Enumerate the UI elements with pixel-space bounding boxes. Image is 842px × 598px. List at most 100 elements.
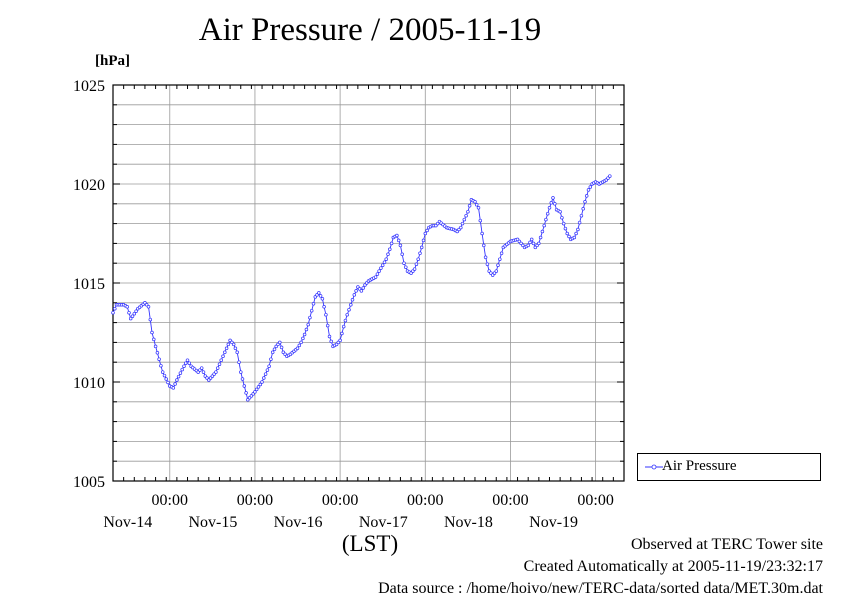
x-tick-label-day: Nov-15 [188, 514, 237, 531]
data-point [418, 251, 422, 256]
data-point [416, 257, 420, 261]
x-tick-label-time: 00:00 [407, 492, 443, 509]
data-point [263, 372, 268, 376]
footer-data-source: Data source : /home/hoivo/new/TERC-data/… [378, 580, 823, 597]
data-point [382, 260, 387, 264]
data-point [494, 269, 499, 273]
data-point [467, 204, 472, 208]
data-point [160, 370, 165, 374]
data-point [217, 362, 222, 366]
data-point [402, 261, 406, 265]
data-point [306, 322, 310, 327]
data-point [529, 237, 534, 242]
data-point [173, 382, 177, 386]
data-point [317, 291, 321, 295]
data-point [377, 269, 381, 273]
data-point [565, 231, 569, 236]
data-point [171, 386, 176, 390]
data-point [270, 350, 275, 355]
data-point [253, 390, 257, 394]
data-point [404, 265, 408, 269]
data-point [526, 243, 530, 248]
data-point [400, 252, 404, 257]
data-point [574, 231, 578, 236]
data-point [130, 314, 135, 318]
data-point [581, 207, 585, 211]
data-point [395, 233, 399, 238]
y-tick-labels: 1005 1010 1015 1020 1025 [73, 78, 105, 491]
data-point [459, 225, 463, 230]
data-point [588, 185, 593, 189]
data-point [187, 361, 192, 365]
data-point [201, 370, 206, 374]
data-point [311, 302, 316, 306]
grid-lines [113, 85, 624, 481]
data-point [586, 188, 591, 192]
data-point [239, 370, 243, 374]
data-point [295, 346, 300, 351]
x-axis-label: (LST) [341, 531, 399, 556]
legend: Air Pressure [637, 453, 821, 481]
data-point [183, 361, 188, 365]
data-point [386, 252, 390, 257]
data-point [235, 350, 239, 355]
data-point [265, 368, 270, 372]
y-tick-label: 1015 [73, 276, 105, 293]
legend-label-air-pressure: Air Pressure [662, 458, 737, 474]
x-tick-labels: 00:00Nov-1400:00Nov-1500:00Nov-1600:00No… [103, 492, 614, 531]
series-air-pressure [111, 174, 612, 402]
data-point [537, 241, 541, 246]
series-line [112, 175, 611, 401]
data-point [299, 340, 303, 345]
data-point [113, 306, 117, 311]
x-tick-label-day: Nov-18 [444, 514, 493, 531]
data-point [134, 309, 138, 313]
data-point [547, 206, 552, 210]
data-point [540, 229, 545, 234]
data-point [558, 209, 562, 214]
data-point [329, 339, 333, 344]
data-point [373, 275, 378, 279]
data-point [483, 255, 488, 260]
chart-title: Air Pressure / 2005-11-19 [198, 12, 542, 48]
data-point [162, 373, 167, 378]
data-point [176, 374, 181, 379]
data-point [155, 351, 160, 355]
data-point [111, 310, 115, 315]
data-point [215, 366, 220, 370]
data-point [466, 209, 470, 214]
data-point [164, 377, 168, 381]
data-point [528, 240, 532, 245]
data-point [538, 235, 543, 240]
data-point [345, 312, 349, 317]
data-point [226, 342, 231, 347]
data-point [152, 337, 156, 342]
y-tick-label: 1005 [73, 474, 105, 491]
data-point [214, 370, 218, 374]
data-point [349, 303, 353, 307]
data-point [233, 346, 238, 351]
data-point [301, 336, 305, 341]
data-point [482, 243, 486, 248]
data-point [254, 387, 259, 392]
data-point [175, 378, 179, 382]
data-point [262, 376, 266, 380]
data-point [244, 391, 248, 395]
data-point [182, 364, 186, 368]
data-point [350, 298, 355, 302]
x-tick-label-day: Nov-17 [359, 514, 408, 531]
data-point [384, 257, 388, 261]
data-point [240, 377, 245, 381]
data-point [297, 343, 302, 348]
data-point [498, 257, 502, 261]
data-point [166, 380, 170, 385]
data-point [499, 251, 504, 256]
data-point [398, 243, 403, 248]
data-point [219, 358, 223, 362]
data-point [341, 324, 346, 329]
data-point [125, 305, 129, 309]
data-point [153, 344, 158, 349]
data-point [531, 241, 536, 246]
data-point [178, 371, 183, 375]
